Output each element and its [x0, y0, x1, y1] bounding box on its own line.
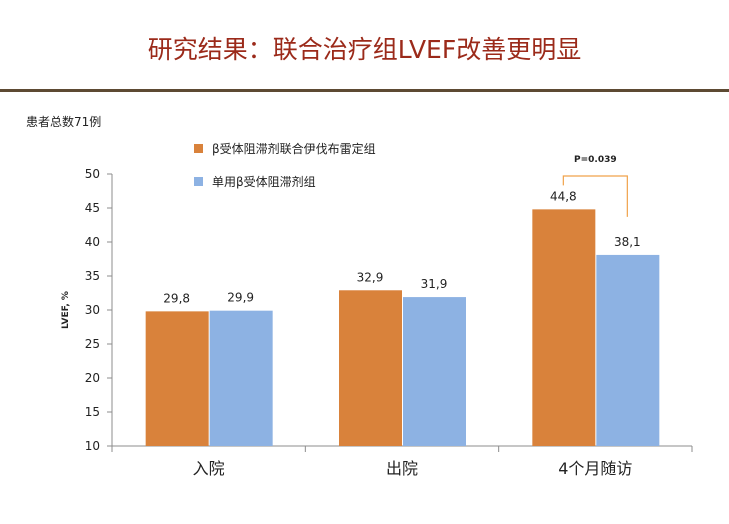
- y-tick-label: 35: [85, 269, 100, 283]
- bar-value-label: 38,1: [614, 235, 641, 249]
- bar-mono-1: [403, 297, 466, 446]
- annotation-layer: P=0.039: [562, 155, 628, 217]
- bar-value-label: 29,8: [163, 291, 190, 305]
- bar-value-label: 44,8: [550, 189, 577, 203]
- y-tick-label: 45: [85, 201, 100, 215]
- y-tick-label: 30: [85, 303, 100, 317]
- p-value-bracket: [562, 175, 628, 217]
- patient-count-note: 患者总数71例: [26, 115, 102, 129]
- y-tick-label: 10: [85, 439, 100, 453]
- title-divider: [0, 89, 729, 92]
- bar-mono-2: [596, 254, 660, 446]
- p-value-label: P=0.039: [574, 155, 617, 165]
- bars-layer: [145, 209, 660, 446]
- y-axis-label: LVEF, %: [61, 291, 71, 329]
- y-tick-label: 15: [85, 405, 100, 419]
- legend-swatch: [194, 144, 203, 153]
- legend-label: 单用β受体阻滞剂组: [212, 174, 316, 189]
- bar-mono-0: [209, 310, 273, 446]
- y-tick-label: 20: [85, 371, 100, 385]
- x-tick-label: 4个月随访: [558, 459, 632, 478]
- axes-layer: 10 15 20 25 30 35 40 45 50 LVEF, % 入院 出院 4个月随访: [61, 167, 693, 478]
- bar-value-label: 31,9: [421, 277, 448, 291]
- y-tick-label: 25: [85, 337, 100, 351]
- slide-title: 研究结果：联合治疗组LVEF改善更明显: [147, 35, 582, 64]
- bar-combo-2: [532, 209, 596, 446]
- x-tick-label: 出院: [386, 459, 418, 478]
- y-tick-label: 50: [85, 167, 100, 181]
- bar-value-label: 32,9: [357, 270, 384, 284]
- bar-value-label: 29,9: [227, 291, 254, 305]
- legend-swatch: [194, 177, 203, 186]
- bar-combo-1: [339, 290, 402, 446]
- y-tick-label: 40: [85, 235, 100, 249]
- legend-label: β受体阻滞剂联合伊伐布雷定组: [212, 141, 376, 156]
- x-tick-label: 入院: [193, 459, 225, 478]
- labels-layer: 29,8 29,9 32,9 31,9 44,8 38,1: [163, 189, 640, 305]
- bar-combo-0: [145, 311, 209, 446]
